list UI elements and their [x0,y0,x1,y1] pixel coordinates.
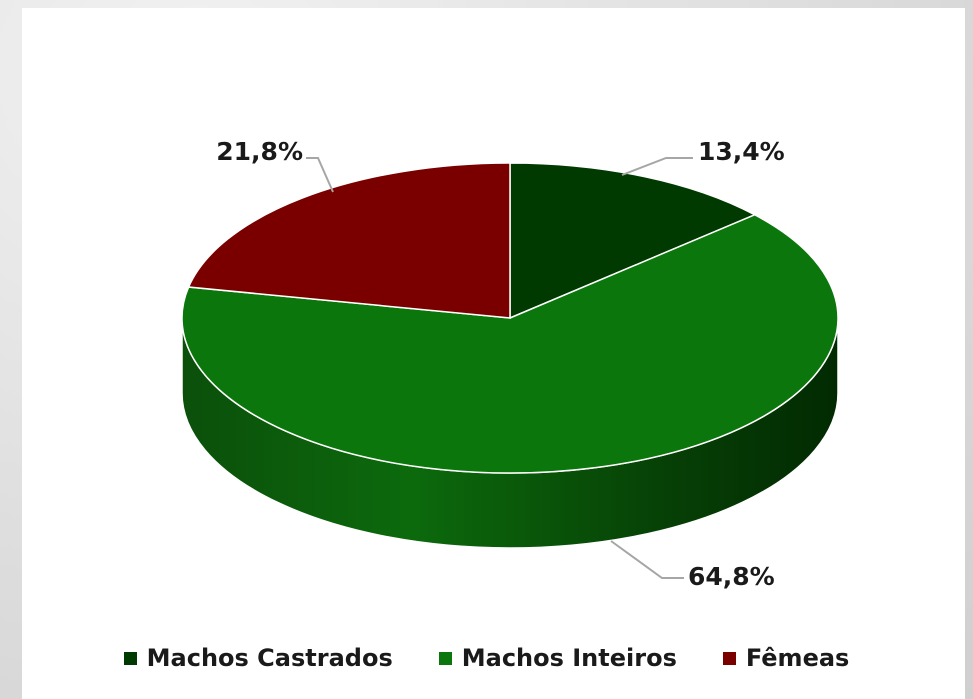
legend-item-machos-inteiros: Machos Inteiros [438,644,677,672]
legend-item-machos-castrados: Machos Castrados [123,644,393,672]
legend-label-femeas: Fêmeas [745,644,850,672]
data-labels: 13,4% 64,8% 21,8% [216,137,784,591]
data-label-femeas: 21,8% [216,137,303,166]
legend-label-machos-inteiros: Machos Inteiros [461,644,677,672]
legend-swatch-machos-castrados [123,651,137,665]
data-label-machos-inteiros: 64,8% [688,562,775,591]
pie-slice-femeas [187,162,511,319]
legend-swatch-machos-inteiros [438,651,452,665]
legend-swatch-femeas [722,651,736,665]
legend-label-machos-castrados: Machos Castrados [146,644,393,672]
legend: Machos Castrados Machos Inteiros Fêmeas [0,644,973,672]
data-label-machos-castrados: 13,4% [698,137,785,166]
leader-line-machos-castrados [621,157,693,176]
leader-line-femeas [306,157,334,193]
leader-lines [306,157,693,579]
pie-slice-machos-inteiros [181,213,839,474]
leader-line-machos-inteiros [610,540,684,579]
pie-slice-machos-castrados [509,162,757,320]
pie-slices [181,162,839,474]
legend-item-femeas: Fêmeas [722,644,850,672]
